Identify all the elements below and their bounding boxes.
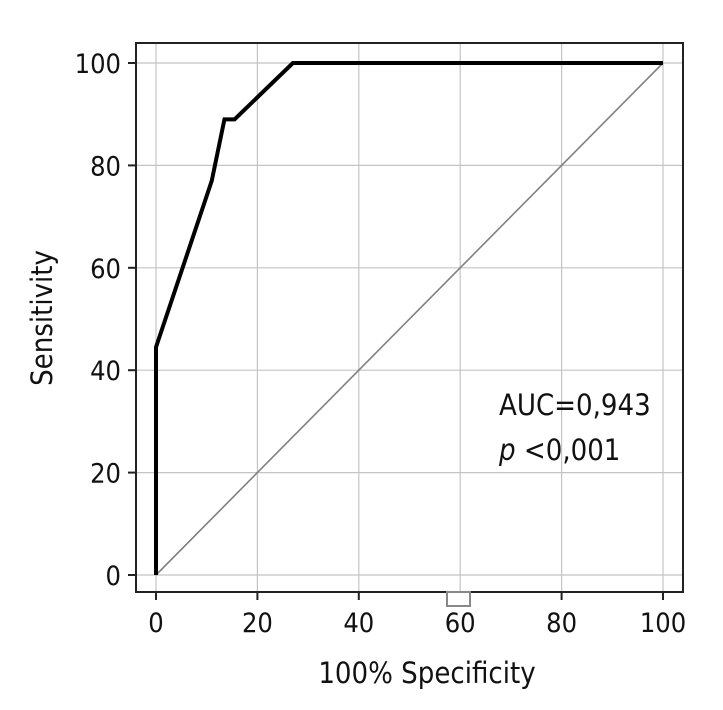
- auc-annotation: AUC=0,943: [499, 388, 651, 422]
- x-tick-label: 40: [343, 608, 374, 639]
- y-tick-label: 20: [90, 459, 121, 490]
- y-axis-title: Sensitivity: [25, 250, 59, 386]
- p-value: <0,001: [516, 433, 621, 467]
- reference-diagonal-line: [155, 62, 664, 576]
- x-axis-title: 100% Specificity: [318, 656, 535, 690]
- p-value-annotation: p <0,001: [498, 433, 620, 467]
- y-tick-label: 40: [90, 356, 121, 387]
- x-tick-label: 80: [546, 608, 577, 639]
- y-tick-label: 60: [90, 254, 121, 285]
- y-tick-label: 0: [106, 561, 121, 592]
- gridlines: [136, 43, 683, 592]
- y-tick-label: 80: [90, 151, 121, 182]
- x-tick-label: 100: [640, 608, 686, 639]
- roc-curve: [154, 61, 663, 575]
- y-tick-label: 100: [75, 49, 121, 80]
- p-symbol: p: [498, 433, 516, 467]
- x-axis-ticks: 0 20 40 60 80 100: [148, 592, 686, 639]
- x-tick-label: 20: [242, 608, 273, 639]
- y-axis-ticks: 0 20 40 60 80 100: [75, 49, 136, 592]
- plot-frame: [135, 42, 684, 593]
- x-tick-label: 60: [445, 608, 476, 639]
- x-tick-label: 0: [148, 608, 163, 639]
- axis-marker: [446, 591, 471, 607]
